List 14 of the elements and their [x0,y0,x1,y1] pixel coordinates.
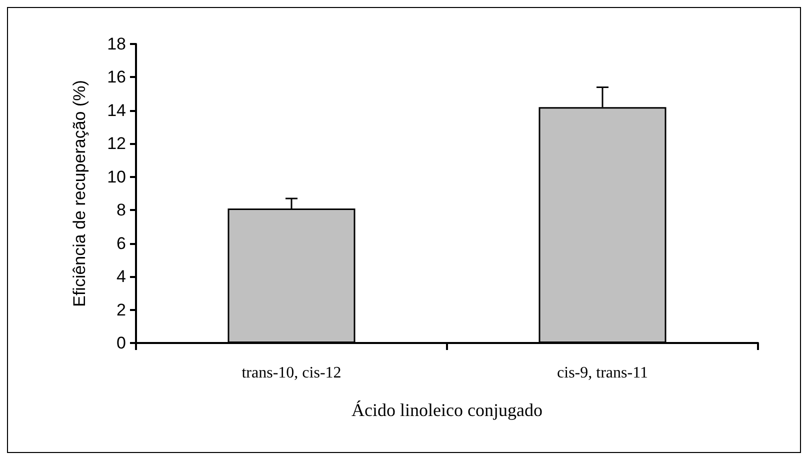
y-tick-label: 14 [107,100,126,120]
y-tick-label: 18 [107,34,126,54]
y-tick-label: 0 [116,334,126,352]
y-tick-label: 4 [116,267,126,286]
x-tick-label: cis-9, trans-11 [557,364,648,382]
y-tick-label: 10 [107,167,126,186]
y-tick-label: 12 [107,134,126,154]
y-tick-label: 8 [116,200,126,220]
x-tick-label: trans-10, cis-12 [242,364,342,382]
y-tick-label: 6 [116,234,126,253]
y-tick-label: 2 [116,300,126,320]
x-axis-title: Ácido linoleico conjugado [352,400,542,420]
y-axis-title: Eficiência de recuperação (%) [70,80,89,307]
y-tick-label: 16 [107,68,126,87]
